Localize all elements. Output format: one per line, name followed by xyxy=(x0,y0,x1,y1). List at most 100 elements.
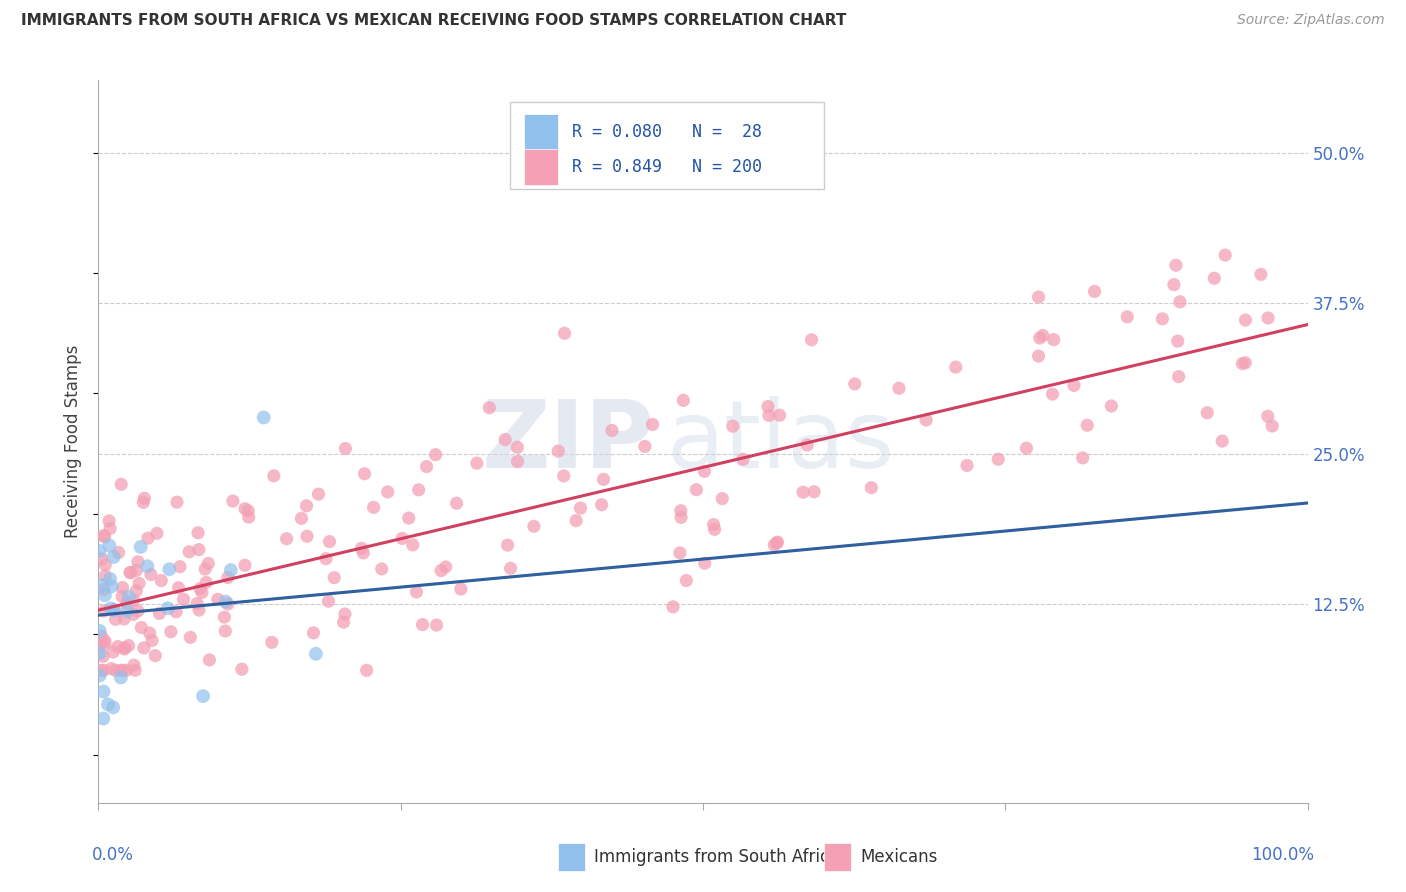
Point xyxy=(101,700,124,714)
Point xyxy=(177,545,200,559)
Point xyxy=(93,528,115,542)
Point xyxy=(141,633,163,648)
Point xyxy=(499,561,522,575)
Point xyxy=(93,664,115,678)
Bar xyxy=(558,843,585,871)
Point xyxy=(547,444,569,458)
Point xyxy=(207,592,229,607)
Point xyxy=(94,558,117,572)
Point xyxy=(186,597,208,611)
Point xyxy=(425,448,447,462)
Point xyxy=(110,477,132,491)
Point xyxy=(796,438,818,452)
Point xyxy=(844,376,866,391)
Point xyxy=(276,532,298,546)
Text: atlas: atlas xyxy=(666,395,896,488)
Point xyxy=(89,544,111,558)
Point xyxy=(111,581,134,595)
Point xyxy=(685,483,707,497)
Point xyxy=(165,605,187,619)
Point xyxy=(90,664,112,678)
Point xyxy=(553,326,575,341)
Point xyxy=(332,615,354,629)
Point xyxy=(1167,369,1189,384)
Point xyxy=(308,487,330,501)
Point xyxy=(800,333,823,347)
Point xyxy=(214,624,236,638)
Point xyxy=(134,491,156,506)
Point xyxy=(766,535,789,549)
Point xyxy=(198,653,221,667)
Point xyxy=(117,604,139,618)
Point xyxy=(756,400,779,414)
Point xyxy=(1063,378,1085,392)
Point xyxy=(672,393,695,408)
Point xyxy=(1029,331,1052,345)
Text: Mexicans: Mexicans xyxy=(860,848,938,866)
Point xyxy=(160,624,183,639)
Point xyxy=(222,494,245,508)
Point xyxy=(98,522,121,536)
Point xyxy=(1116,310,1139,324)
Point xyxy=(100,662,122,676)
Point xyxy=(91,712,114,726)
Point xyxy=(217,570,239,584)
Point xyxy=(318,534,340,549)
Point xyxy=(1032,328,1054,343)
Point xyxy=(765,536,787,550)
Point xyxy=(98,539,121,553)
Text: R = 0.080   N =  28: R = 0.080 N = 28 xyxy=(572,123,762,141)
Point xyxy=(405,585,427,599)
Point xyxy=(350,541,373,556)
Point xyxy=(1204,271,1226,285)
Point xyxy=(295,499,318,513)
Point xyxy=(93,582,115,597)
Point xyxy=(97,698,120,712)
Point xyxy=(94,637,117,651)
Point xyxy=(987,452,1010,467)
Point xyxy=(1211,434,1233,448)
Point xyxy=(120,566,142,580)
Point xyxy=(1197,406,1219,420)
Point xyxy=(156,601,179,615)
Point xyxy=(132,640,155,655)
Point xyxy=(634,440,657,454)
Point xyxy=(194,562,217,576)
Point xyxy=(693,464,716,478)
Point xyxy=(1076,418,1098,433)
Point xyxy=(693,556,716,570)
Point xyxy=(333,607,356,621)
Point xyxy=(703,517,725,532)
Bar xyxy=(824,843,851,871)
Point xyxy=(118,590,141,604)
Text: Immigrants from South Africa: Immigrants from South Africa xyxy=(595,848,839,866)
Point xyxy=(430,564,453,578)
Point xyxy=(120,566,142,580)
Point xyxy=(565,514,588,528)
Point xyxy=(188,603,211,617)
Point xyxy=(127,604,149,618)
Point xyxy=(1167,334,1189,348)
Point xyxy=(591,498,613,512)
Point xyxy=(114,640,136,655)
Text: 0.0%: 0.0% xyxy=(93,847,134,864)
Point xyxy=(1234,313,1257,327)
Point xyxy=(318,594,340,608)
Point xyxy=(94,588,117,602)
Point xyxy=(721,419,744,434)
Point xyxy=(114,642,136,657)
Point xyxy=(887,381,910,395)
Text: Source: ZipAtlas.com: Source: ZipAtlas.com xyxy=(1237,13,1385,28)
Text: 100.0%: 100.0% xyxy=(1250,847,1313,864)
Point xyxy=(139,567,162,582)
Point xyxy=(506,440,529,454)
Point xyxy=(214,610,236,624)
Point xyxy=(1042,333,1064,347)
Point xyxy=(465,456,488,470)
Point xyxy=(143,648,166,663)
Point xyxy=(496,538,519,552)
Point xyxy=(187,542,209,557)
Point xyxy=(89,646,111,660)
Point xyxy=(191,585,214,599)
Text: IMMIGRANTS FROM SOUTH AFRICA VS MEXICAN RECEIVING FOOD STAMPS CORRELATION CHART: IMMIGRANTS FROM SOUTH AFRICA VS MEXICAN … xyxy=(21,13,846,29)
